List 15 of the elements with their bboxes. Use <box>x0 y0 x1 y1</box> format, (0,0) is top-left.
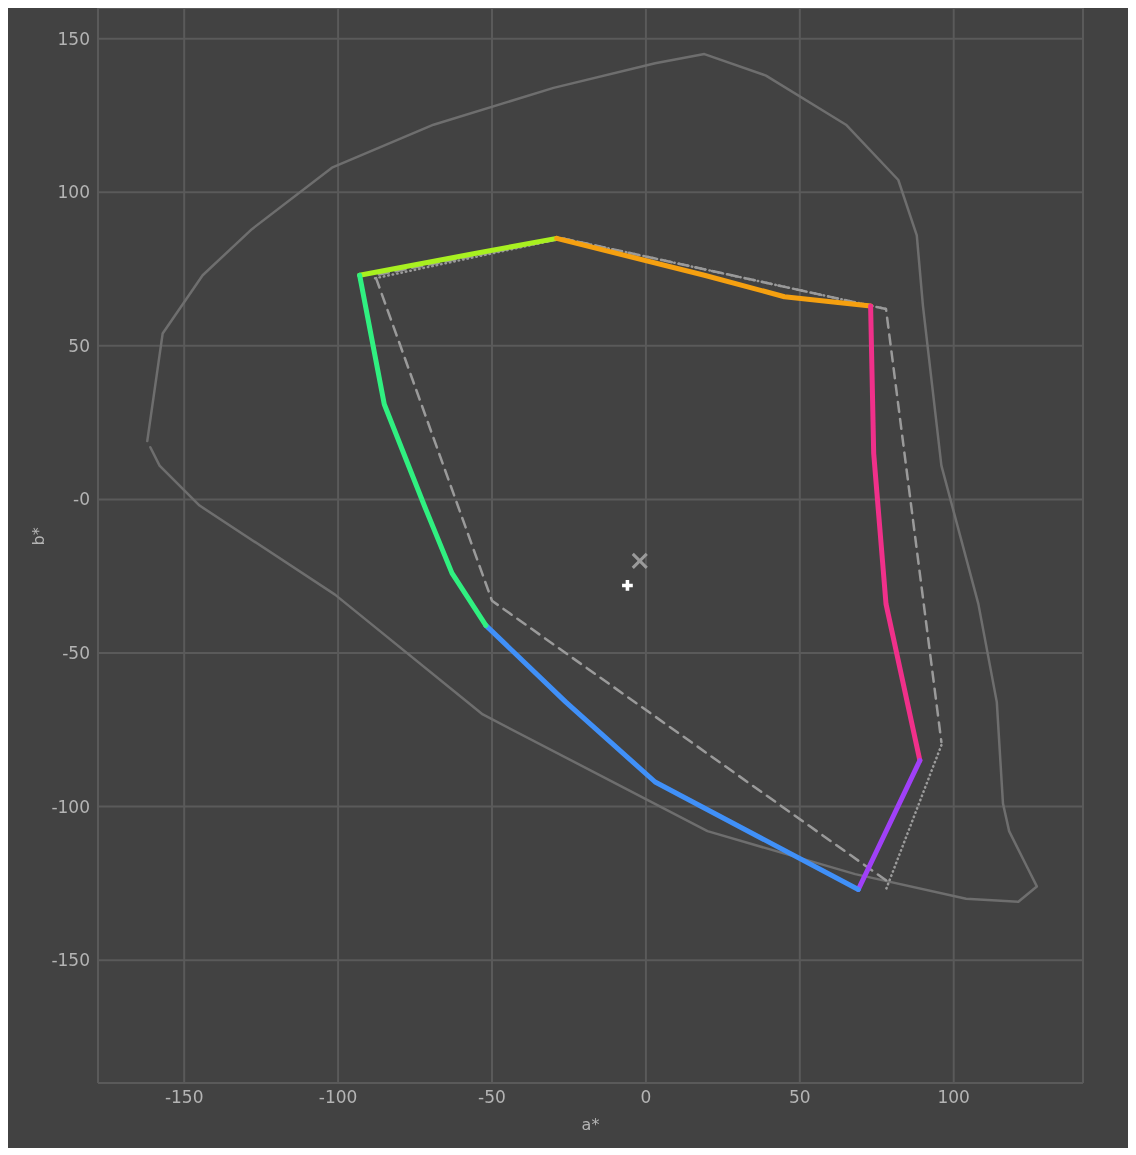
x-tick-label: -100 <box>318 1087 358 1108</box>
x-tick-label: -50 <box>478 1087 506 1108</box>
y-tick-label: -0 <box>73 489 90 510</box>
x-tick-label: 0 <box>640 1087 652 1108</box>
x-tick-label: -150 <box>164 1087 204 1108</box>
y-tick-label: -50 <box>62 643 90 664</box>
x-tick-label: 100 <box>937 1087 970 1108</box>
y-axis-title: b* <box>28 527 48 546</box>
x-axis-title: a* <box>581 1115 600 1134</box>
y-tick-label: -150 <box>51 950 90 971</box>
y-tick-label: 50 <box>68 335 90 356</box>
y-tick-label: -100 <box>51 796 90 817</box>
x-tick-label: 50 <box>788 1087 811 1108</box>
y-tick-label: 100 <box>57 182 90 203</box>
y-tick-label: 150 <box>57 28 90 49</box>
